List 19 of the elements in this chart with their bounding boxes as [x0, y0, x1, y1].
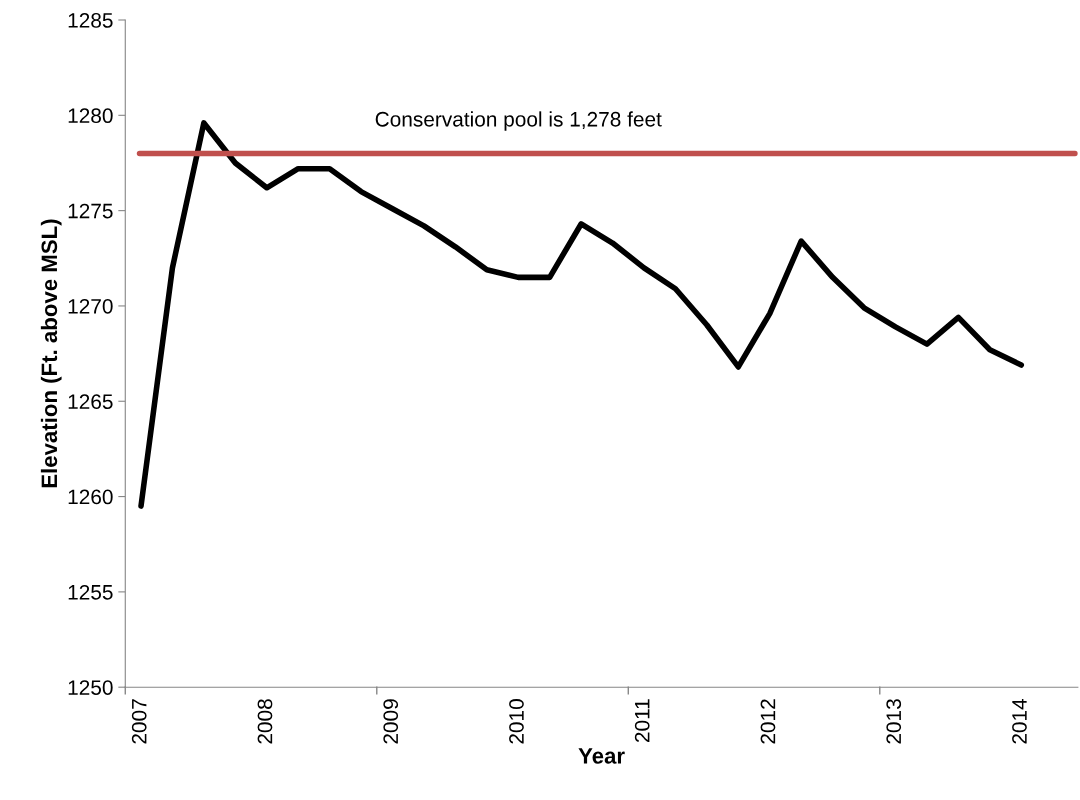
y-tick-label: 1285 [68, 13, 113, 28]
y-tick-label: 1255 [68, 584, 113, 600]
x-tick-label: 2007 [131, 699, 147, 744]
y-tick-label: 1280 [68, 108, 113, 124]
x-tick-label: 2014 [1012, 698, 1027, 744]
ref-line-label: Conservation pool is 1,278 feet [375, 111, 662, 131]
y-tick-label: 1275 [68, 203, 113, 219]
y-tick-label: 1250 [68, 680, 113, 695]
x-tick-label: 2012 [760, 699, 776, 744]
x-tick-label: 2008 [257, 699, 273, 744]
y-tick-label: 1265 [68, 394, 113, 410]
y-axis-title: Elevation (Ft. above MSL) [40, 219, 62, 488]
y-tick-label: 1270 [68, 298, 113, 314]
x-tick-label: 2010 [509, 699, 524, 744]
x-tick-label: 2009 [383, 699, 399, 744]
x-axis-title: Year [578, 748, 625, 764]
x-tick-label: 2013 [886, 699, 902, 744]
y-tick-label: 1260 [68, 489, 113, 505]
x-tick-label: 2011 [634, 699, 650, 743]
